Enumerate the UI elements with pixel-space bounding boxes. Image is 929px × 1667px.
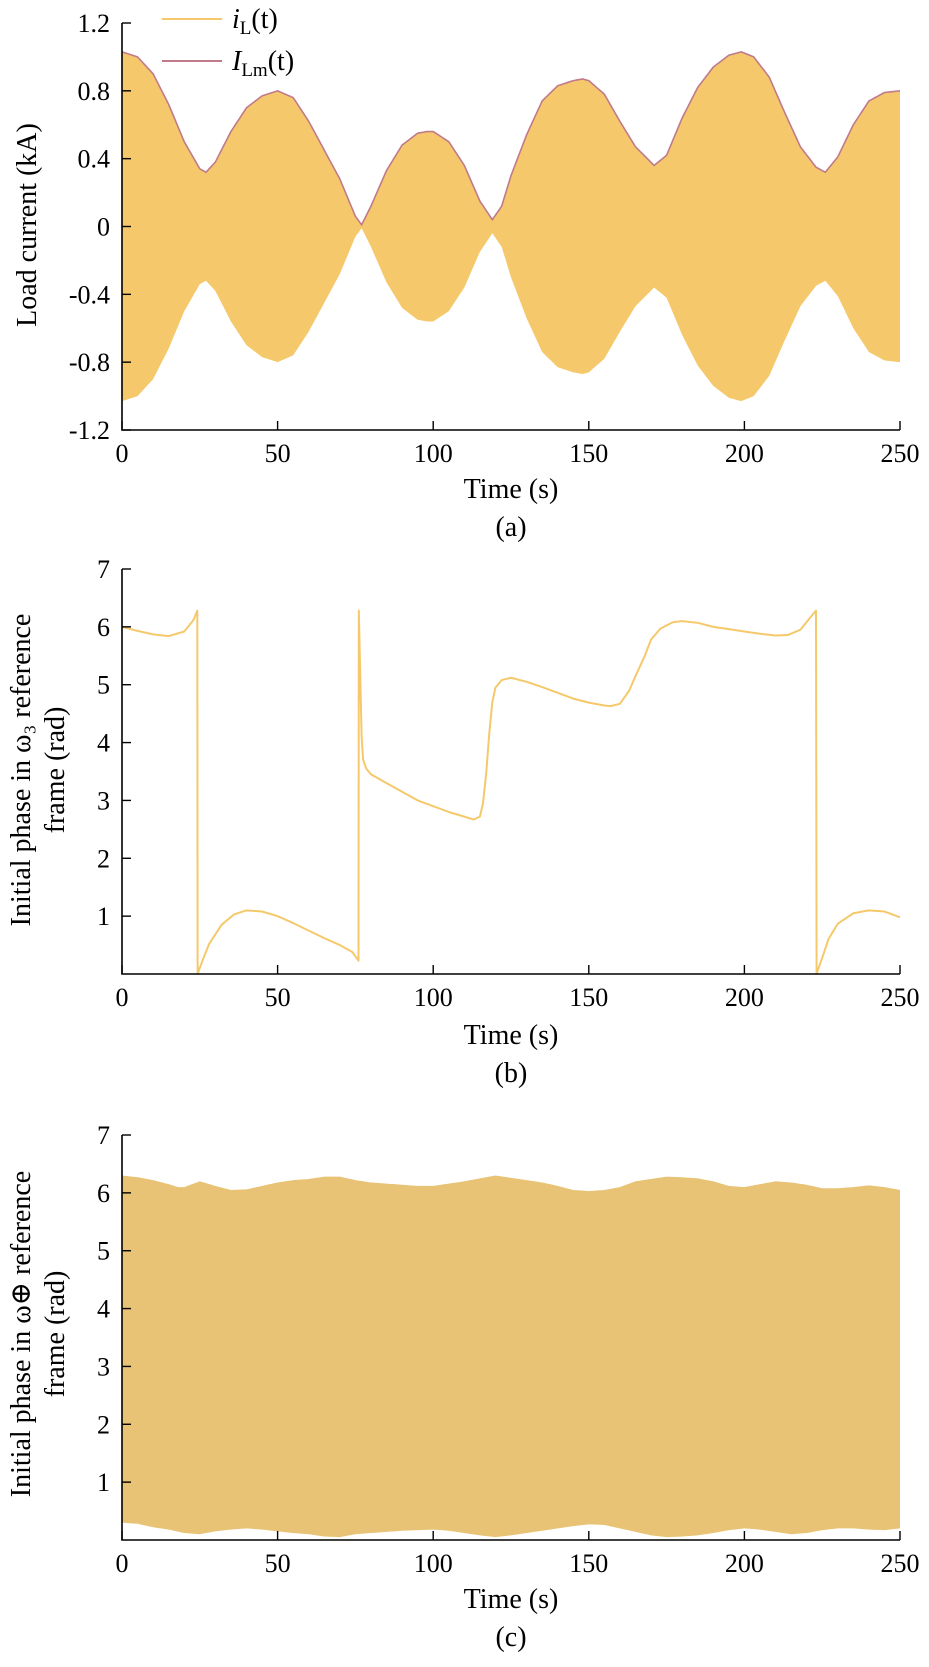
panel-b-x-tick-label: 150 (569, 983, 608, 1012)
legend-il-suffix: (t) (251, 4, 277, 35)
panel-a-y-tick-label: -0.8 (69, 348, 110, 377)
panel-a-y-ticks: 1.2 0.8 0.4 0 -0.4 -0.8 -1.2 (69, 9, 131, 445)
panel-b-y-tick-label: 3 (97, 786, 110, 815)
panel-a-y-label: Load current (kA) (12, 123, 43, 327)
panel-c-y-tick-label: 4 (97, 1295, 110, 1324)
legend-ilm-suffix: (t) (268, 46, 294, 77)
panel-a-x-tick-label: 150 (569, 439, 608, 468)
panel-c-x-tick-label: 250 (881, 1549, 920, 1578)
panel-c-y-tick-label: 6 (97, 1179, 110, 1208)
series-ilm-envelope (122, 50, 900, 227)
panel-c-y-tick-label: 7 (97, 1121, 110, 1150)
panel-c-x-label: Time (s) (464, 1584, 559, 1615)
panel-c-x-ticks: 0 50 100 150 200 250 (116, 1531, 920, 1578)
panel-a-x-tick-label: 100 (414, 439, 453, 468)
panel-a-caption: (a) (495, 512, 526, 543)
panel-a-x-label: Time (s) (464, 474, 559, 505)
panel-c-y-tick-label: 2 (97, 1410, 110, 1439)
panel-a: 1.2 0.8 0.4 0 -0.4 -0.8 -1.2 0 50 100 150 200 250 i… (12, 4, 920, 543)
panel-a-legend: iL(t) ILm(t) (162, 4, 294, 81)
panel-c-x-tick-label: 150 (569, 1549, 608, 1578)
panel-b-x-tick-label: 200 (725, 983, 764, 1012)
series-phase-line (122, 609, 900, 974)
legend-il-main: i (232, 4, 240, 35)
legend-label-il: iL(t) (232, 4, 278, 39)
panel-b-x-tick-label: 0 (116, 983, 129, 1012)
panel-c-x-tick-label: 200 (725, 1549, 764, 1578)
panel-c-y-tick-label: 3 (97, 1352, 110, 1381)
panel-c-y-tick-label: 1 (97, 1468, 110, 1497)
series-phase-band (122, 1175, 900, 1538)
panel-b-x-tick-label: 100 (414, 983, 453, 1012)
panel-a-y-tick-label: 0.8 (78, 77, 111, 106)
panel-a-y-tick-label: -0.4 (69, 280, 110, 309)
panel-c: 7 6 5 4 3 2 1 0 50 100 150 200 250 Initial phase in… (6, 1121, 920, 1653)
panel-c-x-tick-label: 100 (414, 1549, 453, 1578)
panel-a-plot-area (122, 50, 900, 402)
panel-c-x-tick-label: 50 (265, 1549, 291, 1578)
panel-c-y-label-line2: frame (rad) (40, 1271, 71, 1398)
panel-b-y-tick-label: 4 (97, 729, 110, 758)
panel-b-y-tick-label: 2 (97, 844, 110, 873)
panel-c-caption: (c) (495, 1622, 526, 1653)
panel-a-x-tick-label: 250 (881, 439, 920, 468)
panel-b: 7 6 5 4 3 2 1 0 50 100 150 200 250 Initial phase in… (6, 555, 920, 1089)
panel-c-y-label-line1: Initial phase in ω⊕ reference (6, 1171, 37, 1497)
series-il-band (122, 51, 900, 402)
panel-c-plot-area (122, 1175, 900, 1538)
legend-label-ilm: ILm(t) (231, 46, 294, 81)
panel-a-x-tick-label: 50 (265, 439, 291, 468)
panel-a-y-tick-label: 0 (97, 213, 110, 242)
panel-b-y-ticks: 7 6 5 4 3 2 1 (97, 555, 131, 931)
legend-il-sub: L (240, 18, 252, 39)
panel-b-caption: (b) (495, 1058, 528, 1089)
panel-a-x-tick-label: 200 (725, 439, 764, 468)
panel-a-y-tick-label: 1.2 (78, 9, 111, 38)
panel-b-y-label-line1: Initial phase in ω₃ reference (6, 614, 37, 927)
panel-c-y-tick-label: 5 (97, 1237, 110, 1266)
panel-c-y-ticks: 7 6 5 4 3 2 1 (97, 1121, 131, 1497)
panel-b-x-ticks: 0 50 100 150 200 250 (116, 965, 920, 1012)
panel-c-x-tick-label: 0 (116, 1549, 129, 1578)
panel-b-y-tick-label: 1 (97, 902, 110, 931)
panel-b-x-tick-label: 50 (265, 983, 291, 1012)
panel-b-plot-area (122, 609, 900, 974)
panel-a-x-ticks: 0 50 100 150 200 250 (116, 421, 920, 468)
panel-a-x-tick-label: 0 (116, 439, 129, 468)
panel-b-x-label: Time (s) (464, 1020, 559, 1051)
panel-b-x-tick-label: 250 (881, 983, 920, 1012)
panel-a-y-tick-label: 0.4 (78, 145, 111, 174)
panel-b-y-tick-label: 6 (97, 613, 110, 642)
panel-a-y-tick-label: -1.2 (69, 416, 110, 445)
panel-b-y-label-line2: frame (rad) (40, 707, 71, 834)
panel-b-y-tick-label: 7 (97, 555, 110, 584)
legend-ilm-main: I (231, 46, 243, 77)
panel-b-y-tick-label: 5 (97, 671, 110, 700)
legend-ilm-sub: Lm (241, 60, 268, 81)
